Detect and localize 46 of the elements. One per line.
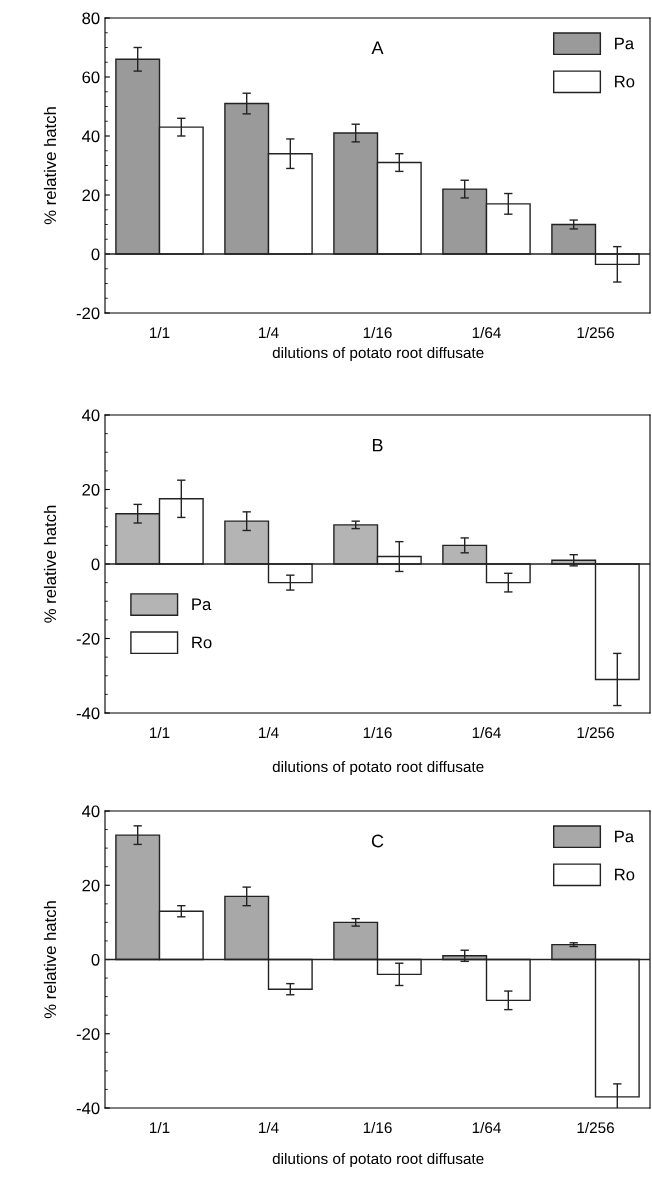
y-tick-label: 0 [91,248,100,261]
x-tick-label: 1/4 [259,326,279,339]
legend-label: Ro [192,636,212,649]
y-tick-label: 0 [91,953,100,966]
x-tick-label: 1/64 [472,726,501,739]
y-tick-label: 40 [81,805,100,818]
y-tick-label: -20 [76,632,100,645]
y-tick-label: 40 [81,130,100,143]
x-tick-label: 1/16 [363,726,392,739]
y-tick-label: 20 [82,189,100,202]
y-tick-label: 0 [91,558,100,571]
legend-label: Pa [192,598,212,611]
text: A [371,41,384,54]
x-axis-title: dilutions of potato root diffusate [272,1152,484,1168]
x-tick-label: 1/256 [577,1121,614,1134]
y-tick-label: 20 [82,483,100,496]
x-tick-label: 1/4 [259,1121,279,1134]
x-tick-label: 1/256 [577,326,614,339]
legend-label: Pa [615,830,635,843]
x-tick-label: 1/1 [150,726,170,739]
y-tick-label: -20 [76,1028,100,1040]
y-axis-title: % relative hatch [43,107,57,225]
y-axis-title: % relative hatch [43,505,57,623]
x-tick-label: 1/4 [259,726,279,739]
y-tick-label: 80 [82,12,100,25]
x-tick-label: 1/1 [150,326,170,339]
legend-label: Ro [615,75,635,88]
y-tick-label: 40 [81,409,100,422]
y-tick-label: 20 [82,879,100,892]
legend-label: Pa [615,37,635,50]
x-tick-label: 1/16 [363,1121,392,1134]
x-tick-label: 1/16 [363,326,392,339]
x-tick-label: 1/64 [472,1121,501,1134]
x-axis-title: dilutions of potato root diffusate [272,760,484,776]
y-tick-label: -20 [76,307,100,320]
text: C [371,834,384,848]
y-tick-label: -40 [76,707,100,720]
text: B [372,438,383,452]
y-tick-label: -40 [76,1102,100,1115]
x-tick-label: 1/1 [150,1121,170,1134]
y-tick-label: 60 [82,71,100,84]
x-tick-label: 1/64 [472,326,501,339]
x-axis-title: dilutions of potato root diffusate [272,346,484,362]
x-tick-label: 1/256 [577,726,614,739]
y-axis-title: % relative hatch [43,901,57,1019]
legend-label: Ro [615,868,635,881]
